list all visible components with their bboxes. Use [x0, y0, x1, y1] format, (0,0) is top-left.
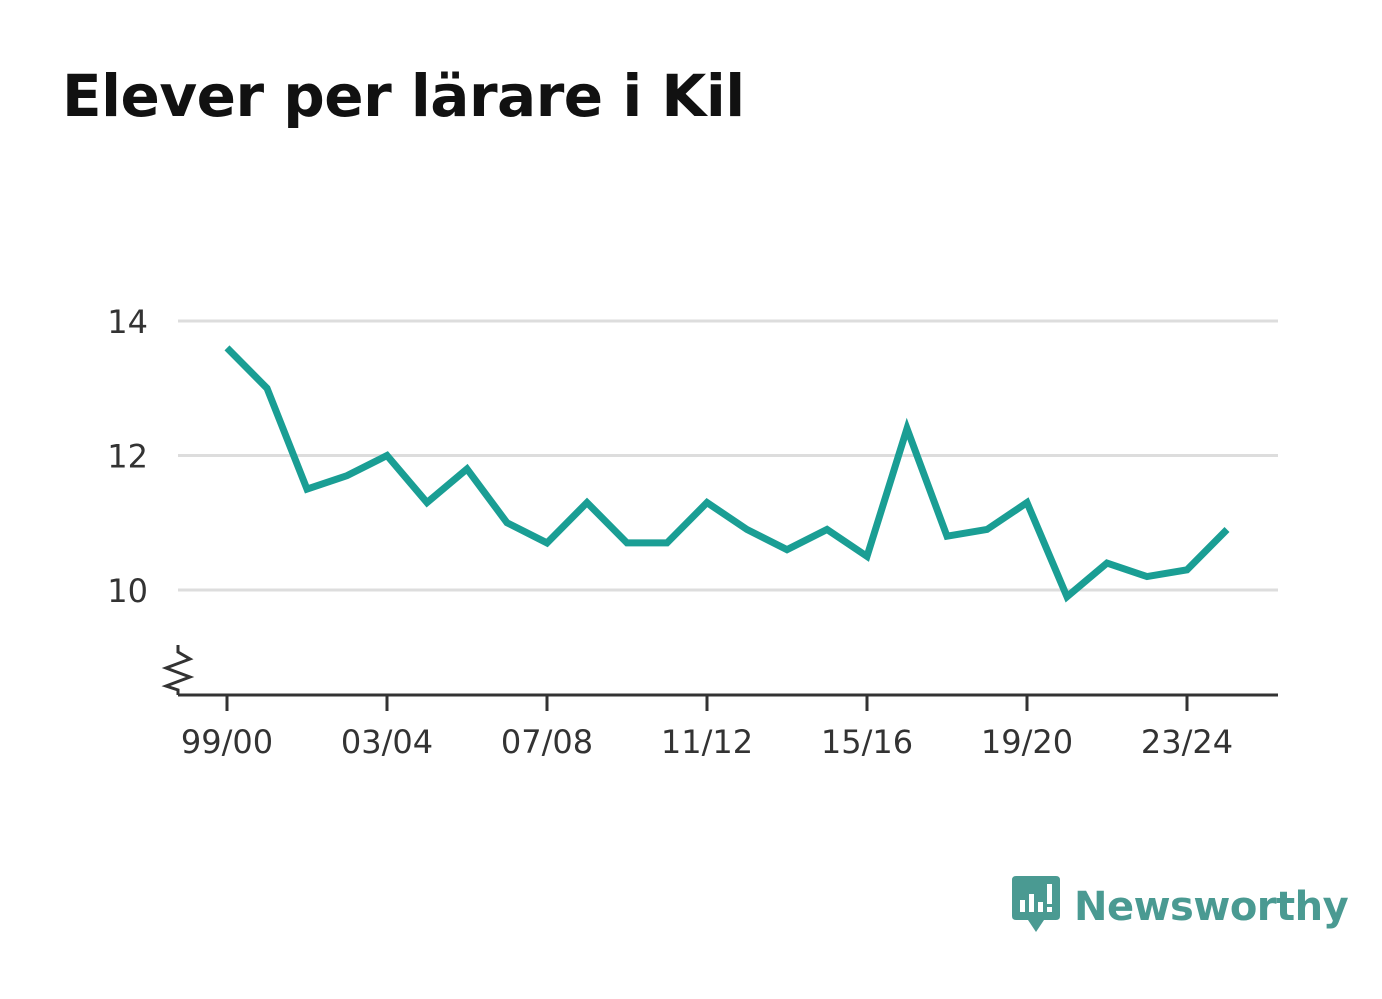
- axis-break-icon: [161, 645, 195, 695]
- x-tick-label: 99/00: [181, 723, 273, 761]
- y-tick-label: 14: [107, 303, 148, 341]
- gridlines: [178, 319, 1278, 592]
- series-line: [224, 345, 1230, 603]
- newsworthy-logo-icon: [1012, 876, 1060, 932]
- brand-name: Newsworthy: [1074, 884, 1349, 930]
- x-tick-label: 07/08: [501, 723, 593, 761]
- chart-title: Elever per lärare i Kil: [62, 62, 745, 130]
- x-tick-label: 11/12: [661, 723, 753, 761]
- y-tick-label: 12: [107, 438, 148, 476]
- x-axis: [161, 645, 1278, 697]
- x-tick-label: 23/24: [1141, 723, 1233, 761]
- series: [224, 345, 1230, 603]
- x-tick-label: 15/16: [821, 723, 913, 761]
- x-tick-label: 03/04: [341, 723, 433, 761]
- y-tick-label: 10: [107, 572, 148, 610]
- y-axis-ticks: 10 12 14: [107, 303, 148, 610]
- x-axis-ticks: 99/00 03/04 07/08 11/12 15/16 19/20 23/24: [181, 695, 1233, 761]
- brand-logo: Newsworthy: [1010, 876, 1349, 938]
- x-tick-label: 19/20: [981, 723, 1073, 761]
